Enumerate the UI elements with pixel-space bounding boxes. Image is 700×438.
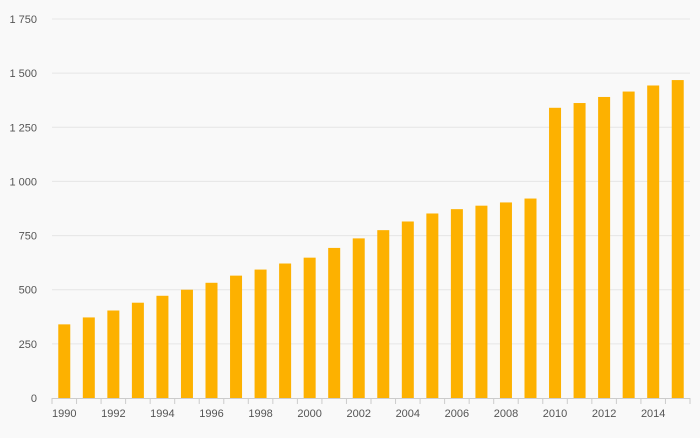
bar-2005 (426, 213, 439, 398)
y-axis-tick-labels: 0 250 500 750 1 000 1 250 1 500 1 750 (9, 14, 37, 405)
x-tick-label: 1998 (248, 408, 272, 420)
x-tick-label: 2014 (641, 408, 665, 420)
x-tick-label: 1992 (101, 408, 125, 420)
bar-2008 (499, 202, 512, 398)
x-tick-label: 2008 (494, 408, 518, 420)
x-axis (51, 398, 691, 404)
y-tick-label: 250 (19, 339, 37, 351)
bar-1991 (82, 317, 95, 398)
bar-1998 (254, 269, 267, 398)
bar-2003 (377, 230, 390, 398)
bar-1997 (230, 275, 243, 398)
bar-2014 (647, 85, 660, 398)
x-tick-label: 2006 (445, 408, 469, 420)
y-tick-label: 750 (19, 231, 37, 243)
y-tick-label: 0 (31, 393, 37, 405)
bar-2013 (622, 91, 635, 399)
x-tick-label: 1994 (150, 408, 174, 420)
y-tick-label: 1 750 (9, 14, 37, 26)
bar-2010 (549, 107, 562, 399)
bar-2000 (303, 257, 316, 398)
x-tick-label: 2000 (297, 408, 321, 420)
x-tick-label: 1990 (52, 408, 76, 420)
gridlines (52, 18, 690, 345)
bar-1995 (180, 289, 193, 398)
bar-2012 (598, 96, 611, 399)
bar-2004 (401, 221, 414, 398)
bar-1994 (156, 295, 169, 398)
x-tick-label: 2002 (346, 408, 370, 420)
bar-2011 (573, 103, 586, 398)
bar-2015 (671, 80, 684, 398)
bar-2002 (352, 238, 365, 398)
bar-1993 (131, 302, 144, 398)
y-tick-label: 1 500 (9, 68, 37, 80)
x-tick-label: 2012 (592, 408, 616, 420)
bar-1992 (107, 310, 120, 398)
bars (58, 80, 684, 399)
y-tick-label: 1 250 (9, 122, 37, 134)
bar-1999 (279, 263, 292, 398)
y-tick-label: 1 000 (9, 176, 37, 188)
x-axis-tick-labels: 1990 1992 1994 1996 1998 2000 2002 2004 2006 2008… (52, 408, 665, 420)
bar-1996 (205, 282, 218, 398)
y-tick-label: 500 (19, 285, 37, 297)
x-tick-label: 2010 (543, 408, 567, 420)
x-tick-label: 2004 (396, 408, 420, 420)
x-tick-label: 1996 (199, 408, 223, 420)
bar-2007 (475, 205, 488, 398)
bar-2001 (328, 247, 341, 398)
bar-2009 (524, 198, 537, 398)
bar-2006 (450, 209, 463, 398)
bar-1990 (58, 324, 71, 398)
